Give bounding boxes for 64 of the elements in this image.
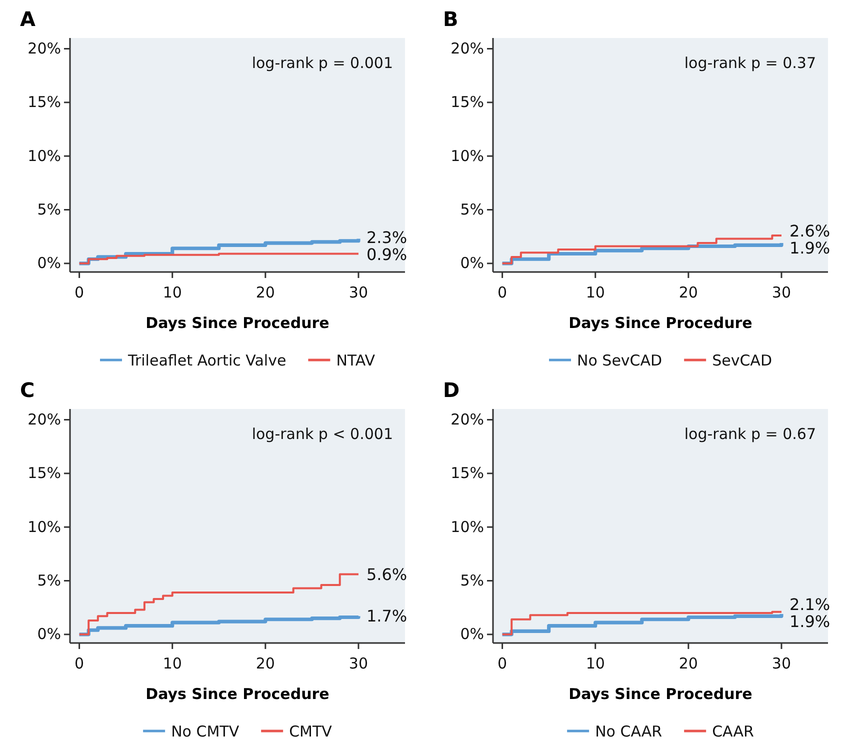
x-tick-label: 20 (678, 654, 698, 672)
legend-label: CMTV (289, 722, 333, 740)
annotation: log-rank p < 0.001 (252, 425, 393, 443)
x-tick-label: 0 (74, 654, 84, 672)
x-axis-title: Days Since Procedure (146, 685, 330, 703)
y-tick-label: 0% (460, 625, 484, 644)
annotation: log-rank p = 0.37 (684, 54, 816, 72)
y-tick-label: 5% (460, 572, 484, 590)
y-tick-label: 15% (28, 93, 61, 112)
x-tick-label: 20 (678, 284, 698, 302)
x-axis-title: Days Since Procedure (568, 685, 752, 703)
y-tick-label: 15% (28, 464, 61, 482)
annotation: 2.1% (789, 594, 830, 614)
legend-label: CAAR (712, 722, 754, 740)
x-tick-label: 10 (586, 654, 605, 672)
annotation: 2.3% (366, 228, 408, 248)
annotation: 1.9% (789, 612, 830, 631)
x-tick-label: 20 (256, 654, 275, 672)
x-tick-label: 10 (162, 284, 182, 302)
y-tick-label: 0% (37, 254, 61, 272)
y-tick-label: 5% (37, 200, 61, 219)
x-tick-label: 30 (772, 654, 792, 672)
chart-title: D (443, 378, 460, 402)
legend-label: Trileaflet Aortic Valve (127, 351, 286, 370)
x-tick-label: 0 (498, 654, 508, 672)
x-axis-title: Days Since Procedure (146, 314, 330, 332)
y-tick-label: 5% (460, 200, 484, 219)
y-tick-label: 15% (450, 464, 484, 482)
y-tick-label: 15% (450, 93, 484, 112)
x-tick-label: 30 (772, 284, 792, 302)
annotation: 1.9% (789, 238, 830, 258)
chart-title: C (20, 378, 35, 402)
y-tick-label: 20% (28, 410, 61, 429)
y-tick-label: 20% (450, 40, 484, 58)
x-tick-label: 10 (162, 654, 182, 672)
y-tick-label: 20% (28, 40, 61, 58)
annotation: log-rank p = 0.001 (252, 54, 393, 72)
annotation: 0.9% (366, 245, 408, 264)
x-tick-label: 0 (498, 284, 508, 302)
legend-label: No CMTV (171, 722, 240, 740)
chart-title: B (443, 7, 458, 31)
x-tick-label: 10 (586, 284, 605, 302)
x-tick-label: 30 (348, 284, 368, 302)
annotation: log-rank p = 0.67 (684, 425, 816, 443)
y-tick-label: 0% (37, 625, 61, 644)
annotation: 5.6% (366, 564, 408, 584)
legend-label: No SevCAD (577, 351, 662, 370)
y-tick-label: 10% (450, 518, 484, 536)
y-tick-label: 10% (28, 146, 61, 165)
x-tick-label: 0 (74, 284, 84, 302)
x-axis-title: Days Since Procedure (568, 314, 752, 332)
x-tick-label: 30 (348, 654, 368, 672)
annotation: 1.7% (366, 606, 408, 626)
x-tick-label: 20 (256, 284, 275, 302)
y-tick-label: 5% (37, 572, 61, 590)
legend-label: SevCAD (712, 351, 772, 370)
annotation: 2.6% (789, 221, 830, 240)
y-tick-label: 10% (450, 146, 484, 165)
y-tick-label: 0% (460, 254, 484, 272)
legend-label: NTAV (336, 351, 376, 370)
y-tick-label: 10% (28, 518, 61, 536)
legend-label: No CAAR (595, 722, 662, 740)
chart-title: A (20, 7, 36, 31)
y-tick-label: 20% (450, 410, 484, 429)
